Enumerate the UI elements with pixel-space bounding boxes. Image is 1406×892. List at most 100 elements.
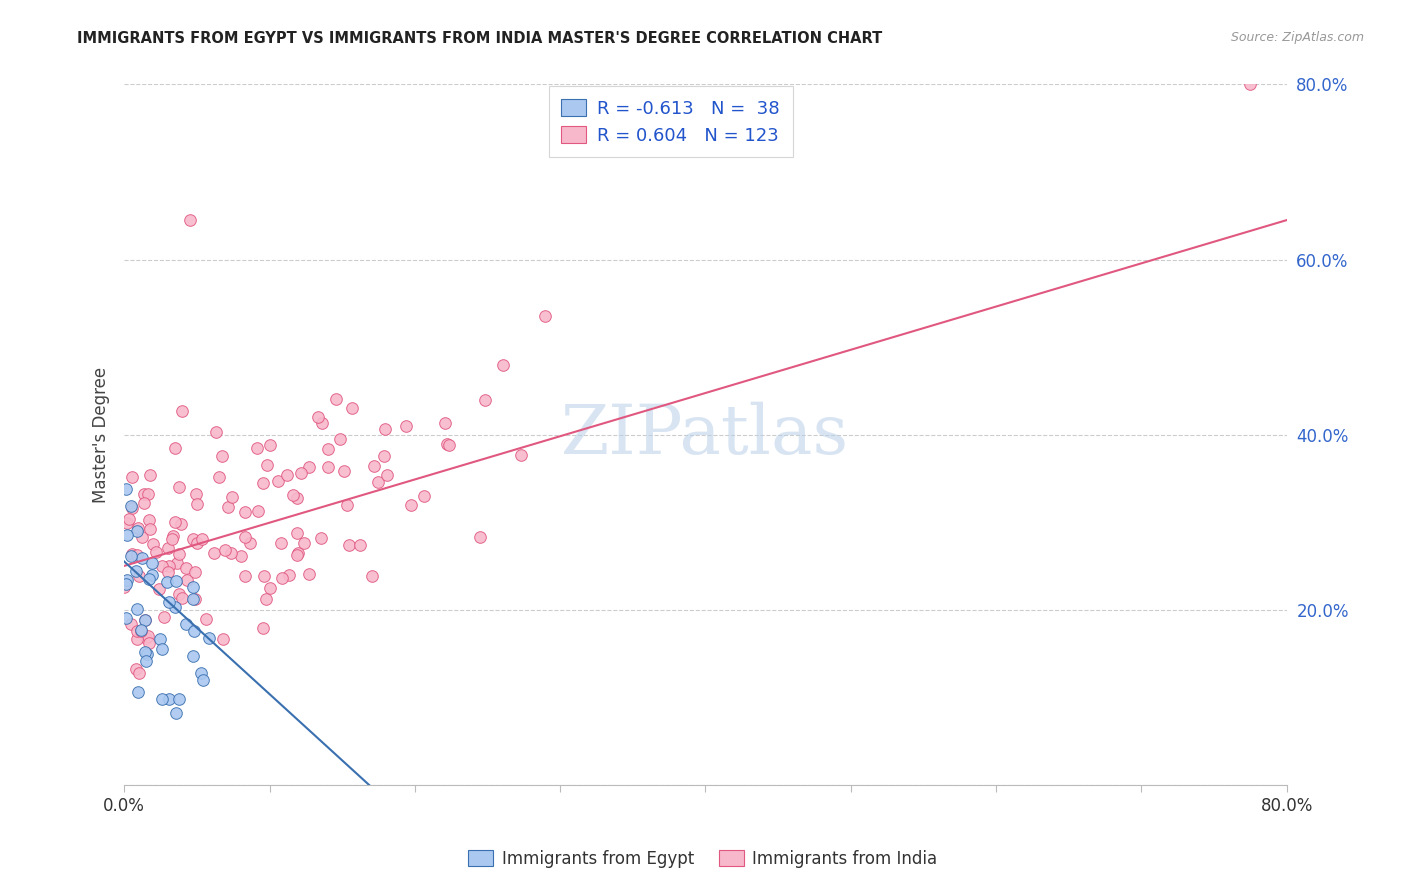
Point	[165, 516, 187, 530]
Point	[162, 529, 184, 543]
Point	[167, 587, 190, 601]
Point	[138, 636, 160, 650]
Point	[349, 537, 371, 551]
Point	[205, 425, 228, 439]
Point	[156, 541, 179, 555]
Point	[252, 621, 274, 635]
Point	[170, 404, 193, 418]
Point	[112, 580, 135, 594]
Point	[221, 490, 243, 504]
Legend: Immigrants from Egypt, Immigrants from India: Immigrants from Egypt, Immigrants from I…	[461, 844, 945, 875]
Point	[172, 591, 194, 605]
Point	[120, 616, 142, 631]
Point	[259, 438, 281, 452]
Point	[128, 568, 150, 582]
Point	[131, 531, 153, 545]
Point	[114, 611, 136, 625]
Point	[127, 624, 149, 639]
Point	[239, 535, 262, 549]
Point	[254, 592, 277, 607]
Point	[316, 460, 339, 475]
Point	[433, 417, 456, 431]
Point	[311, 416, 333, 430]
Point	[121, 501, 143, 516]
Point	[336, 499, 359, 513]
Point	[276, 467, 298, 482]
Point	[115, 516, 138, 530]
Point	[138, 573, 160, 587]
Point	[214, 543, 236, 558]
Point	[166, 556, 188, 570]
Point	[136, 647, 159, 661]
Point	[219, 546, 242, 560]
Point	[134, 613, 156, 627]
Point	[127, 685, 149, 699]
Point	[256, 458, 278, 473]
Point	[186, 497, 208, 511]
Point	[246, 441, 269, 455]
Point	[233, 505, 256, 519]
Point	[125, 602, 148, 616]
Point	[217, 500, 239, 515]
Point	[148, 582, 170, 596]
Point	[292, 536, 315, 550]
Point	[165, 441, 187, 455]
Point	[298, 566, 321, 581]
Point	[134, 496, 156, 510]
Point	[179, 213, 201, 227]
Point	[120, 499, 142, 513]
Point	[325, 392, 347, 406]
Point	[229, 549, 252, 563]
Point	[271, 571, 294, 585]
Point	[156, 575, 179, 590]
Point	[160, 532, 183, 546]
Point	[395, 419, 418, 434]
Point	[125, 548, 148, 562]
Point	[127, 524, 149, 538]
Point	[367, 475, 389, 489]
Point	[127, 632, 149, 647]
Point	[181, 591, 204, 606]
Point	[152, 641, 174, 656]
Point	[373, 449, 395, 463]
Point	[184, 591, 207, 606]
Point	[183, 624, 205, 638]
Point	[375, 468, 398, 483]
Point	[150, 558, 173, 573]
Point	[333, 464, 356, 478]
Point	[131, 550, 153, 565]
Point	[181, 532, 204, 546]
Point	[165, 574, 187, 589]
Point	[159, 559, 181, 574]
Point	[259, 582, 281, 596]
Point	[134, 644, 156, 658]
Point	[176, 573, 198, 587]
Point	[115, 527, 138, 541]
Point	[247, 504, 270, 518]
Point	[134, 613, 156, 627]
Point	[125, 565, 148, 579]
Point	[145, 545, 167, 559]
Point	[211, 449, 233, 463]
Point	[114, 482, 136, 496]
Point	[128, 665, 150, 680]
Point	[194, 612, 217, 626]
Point	[167, 480, 190, 494]
Point	[138, 513, 160, 527]
Point	[115, 573, 138, 587]
Text: IMMIGRANTS FROM EGYPT VS IMMIGRANTS FROM INDIA MASTER'S DEGREE CORRELATION CHART: IMMIGRANTS FROM EGYPT VS IMMIGRANTS FROM…	[77, 31, 883, 46]
Point	[190, 666, 212, 681]
Point	[167, 547, 190, 561]
Point	[363, 458, 385, 473]
Point	[253, 569, 276, 583]
Point	[186, 536, 208, 550]
Point	[131, 623, 153, 637]
Point	[136, 487, 159, 501]
Point	[298, 460, 321, 475]
Point	[361, 569, 384, 583]
Point	[1239, 78, 1261, 92]
Point	[135, 654, 157, 668]
Point	[165, 706, 187, 720]
Point	[165, 600, 187, 615]
Point	[174, 561, 197, 575]
